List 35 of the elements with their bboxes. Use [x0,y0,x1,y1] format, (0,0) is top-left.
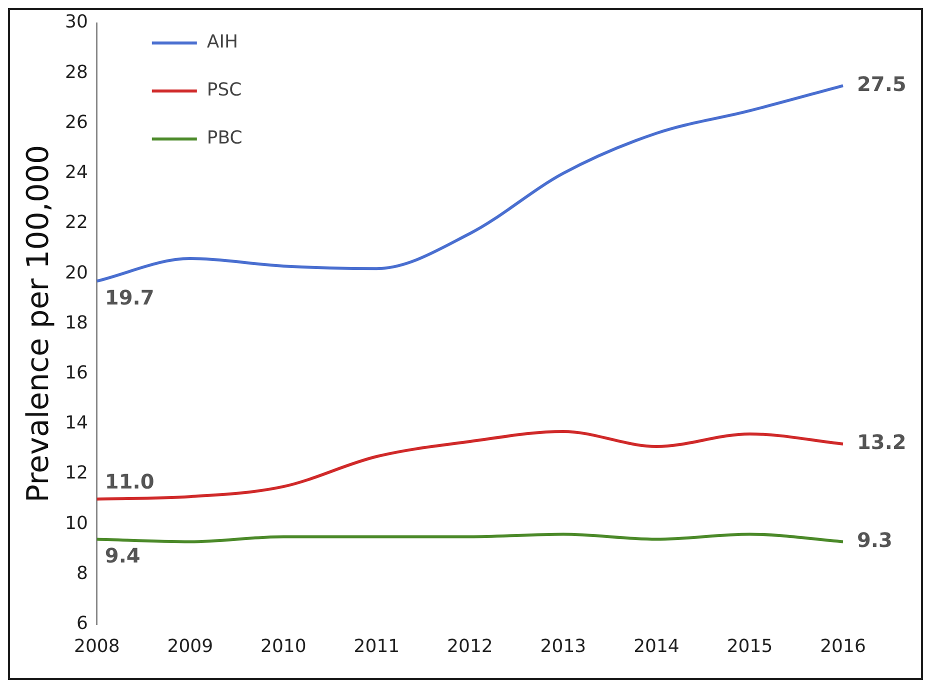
x-tick-label: 2013 [540,636,586,657]
y-tick-label: 16 [65,362,88,384]
y-tick-label: 14 [65,412,88,434]
y-tick-label: 28 [65,62,88,83]
x-tick-label: 2010 [260,636,306,657]
line-series [95,430,844,501]
y-tick-label: 20 [65,262,88,284]
x-tick-label: 2014 [634,636,680,657]
y-tick-label: 26 [65,112,88,133]
legend-label: AIH [206,32,238,53]
legend-label: PSC [206,80,242,101]
x-tick-label: 2008 [74,636,120,657]
y-axis-title: Prevalence per 100,000 [20,144,56,502]
line-series [95,532,844,544]
x-tick-label: 2012 [447,636,493,657]
y-tick-label: 6 [76,613,88,634]
x-tick-label: 2011 [354,636,400,657]
data-label: 9.3 [857,528,892,552]
line-series [95,84,844,283]
y-tick-label: 8 [76,562,88,584]
data-label: 27.5 [857,72,906,96]
data-label: 11.0 [104,469,154,494]
y-tick-label: 18 [65,312,88,334]
y-tick-label: 24 [65,162,88,184]
legend-label: PBC [206,128,242,149]
y-tick-label: 30 [65,12,88,33]
y-tick-label: 10 [65,512,88,534]
data-label: 9.4 [104,543,140,568]
x-tick-label: 2016 [820,636,866,657]
data-label: 19.7 [104,285,154,310]
data-label: 13.2 [857,430,906,454]
x-tick-label: 2015 [726,636,773,657]
y-tick-label: 22 [65,212,88,234]
x-tick-label: 2009 [167,636,214,657]
y-tick-label: 12 [65,462,88,484]
